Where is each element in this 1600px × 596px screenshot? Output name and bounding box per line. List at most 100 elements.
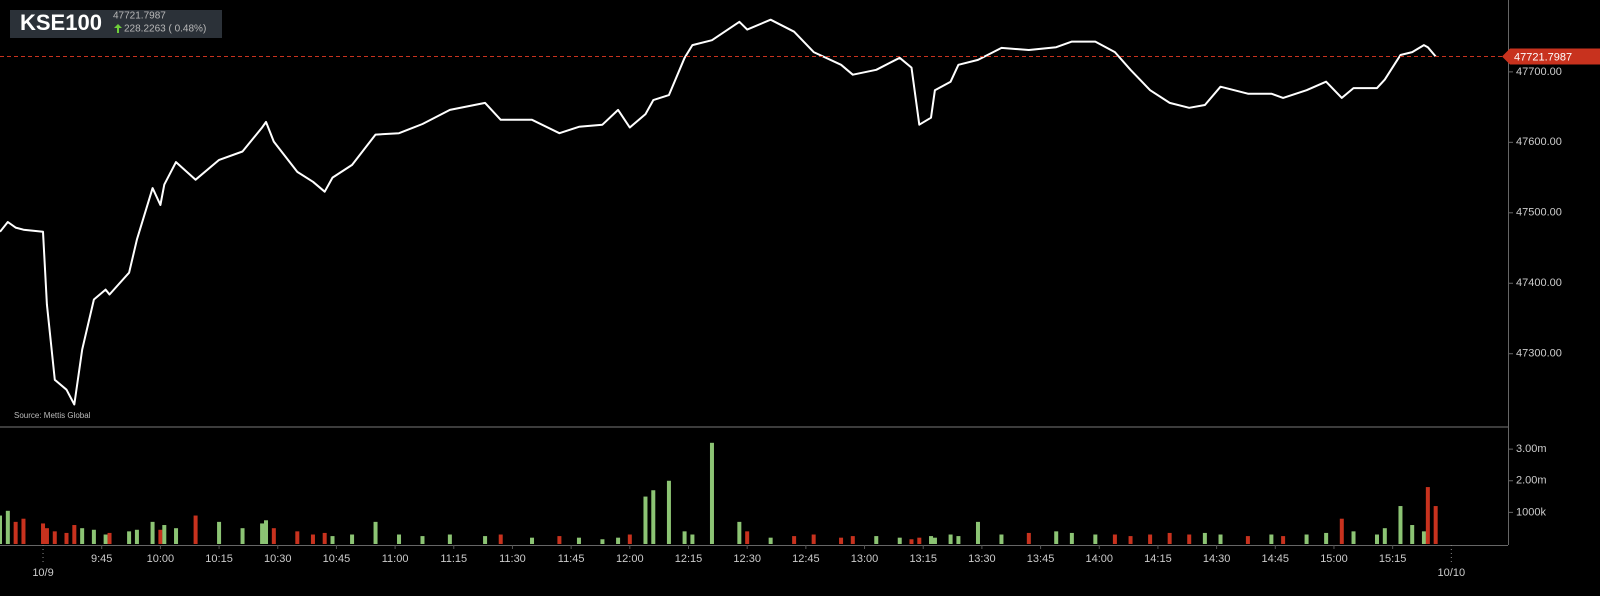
volume-bar: [627, 534, 632, 544]
volume-bar: [897, 537, 902, 544]
volume-bar: [1093, 534, 1098, 544]
volume-bar: [956, 536, 961, 544]
volume-bar: [52, 531, 57, 544]
volume-bar: [373, 521, 378, 544]
volume-bar: [530, 537, 535, 544]
volume-bar: [874, 536, 879, 544]
volume-bar: [929, 536, 934, 544]
x-tick-label: 13:30: [968, 553, 996, 565]
volume-bar: [330, 536, 335, 544]
volume-bar: [932, 537, 937, 544]
date-tick-label: 10/10: [1438, 567, 1466, 579]
x-tick-label: 15:00: [1320, 553, 1348, 565]
price-line: [0, 18, 1437, 406]
volume-bar: [792, 536, 797, 544]
volume-bar: [127, 531, 132, 544]
x-tick-label: 10:45: [323, 553, 351, 565]
up-arrow: [114, 24, 122, 33]
x-tick-label: 12:30: [733, 553, 761, 565]
volume-bar: [666, 480, 671, 544]
volume-bar: [193, 515, 198, 544]
y-tick-label: 47700.00: [1516, 66, 1562, 78]
volume-bar: [271, 528, 276, 544]
volume-bar: [174, 528, 179, 544]
volume-bar: [999, 534, 1004, 544]
volume-bar: [91, 529, 96, 544]
x-tick-label: 11:30: [499, 553, 526, 565]
y2-tick-label: 1000k: [1516, 506, 1546, 518]
volume-bar: [217, 521, 222, 544]
volume-bar: [682, 531, 687, 544]
volume-bar: [1112, 534, 1117, 544]
volume-bar: [0, 515, 2, 544]
x-tick-label: 9:45: [91, 553, 112, 565]
change: 228.2263 ( 0.48%): [124, 24, 206, 35]
volume-bar: [1269, 534, 1274, 544]
volume-bar: [1324, 532, 1329, 544]
volume-bar: [811, 534, 816, 544]
volume-bar: [1281, 536, 1286, 544]
volume-bar: [1304, 534, 1309, 544]
volume-bar: [5, 510, 10, 544]
volume-bar: [576, 537, 581, 544]
volume-bar: [1187, 534, 1192, 544]
volume-bar: [420, 536, 425, 544]
last-price-label: 47721.7987: [1514, 51, 1572, 63]
x-tick-label: 11:15: [440, 553, 467, 565]
y2-tick-label: 3.00m: [1516, 443, 1547, 455]
volume-bar: [616, 537, 621, 544]
x-tick-label: 14:15: [1144, 553, 1172, 565]
volume-bar: [1218, 534, 1223, 544]
volume-bar: [1374, 534, 1379, 544]
volume-bar: [150, 521, 155, 544]
volume-bar: [917, 537, 922, 544]
volume-bar: [13, 521, 18, 544]
last-price-marker: [1502, 48, 1600, 65]
x-tick-label: 13:00: [851, 553, 879, 565]
volume-bar: [103, 534, 108, 544]
y-tick-label: 47300.00: [1516, 348, 1562, 360]
x-tick-label: 10:00: [147, 553, 175, 565]
volume-bar: [1245, 536, 1250, 544]
volume-bar: [264, 520, 269, 544]
volume-bar: [557, 536, 562, 544]
volume-bar: [310, 534, 315, 544]
volume-bar: [162, 525, 167, 544]
volume-bar: [1167, 532, 1172, 544]
y-tick-label: 47600.00: [1516, 136, 1562, 148]
volume-bar: [1425, 487, 1430, 544]
volume-bar: [1398, 506, 1403, 544]
volume-bar: [158, 529, 163, 544]
volume-bar: [1339, 518, 1344, 544]
x-tick-label: 15:15: [1379, 553, 1407, 565]
x-tick-label: 10:30: [264, 553, 292, 565]
volume-bar: [72, 525, 77, 544]
volume-bar: [44, 528, 49, 544]
y-tick-label: 47400.00: [1516, 277, 1562, 289]
date-tick-label: 10/9: [32, 567, 53, 579]
volume-bar: [839, 537, 844, 544]
x-tick-label: 12:00: [616, 553, 644, 565]
volume-bar: [1054, 531, 1059, 544]
volume-bar: [397, 534, 402, 544]
volume-bar: [709, 442, 714, 544]
volume-bar: [1382, 528, 1387, 544]
volume-bar: [768, 537, 773, 544]
volume-bar: [643, 496, 648, 544]
volume-bar: [1410, 525, 1415, 544]
volume-bar: [975, 521, 980, 544]
x-tick-label: 11:00: [382, 553, 409, 565]
last-value: 47721.7987: [113, 11, 166, 22]
x-tick-label: 10:15: [205, 553, 233, 565]
volume-bar: [1148, 534, 1153, 544]
y-tick-label: 47500.00: [1516, 207, 1562, 219]
header-box: [10, 10, 222, 38]
volume-bar: [1433, 506, 1438, 544]
volume-bar: [322, 532, 327, 544]
volume-bar: [909, 539, 914, 544]
volume-bar: [240, 528, 245, 544]
volume-bar: [690, 534, 695, 544]
